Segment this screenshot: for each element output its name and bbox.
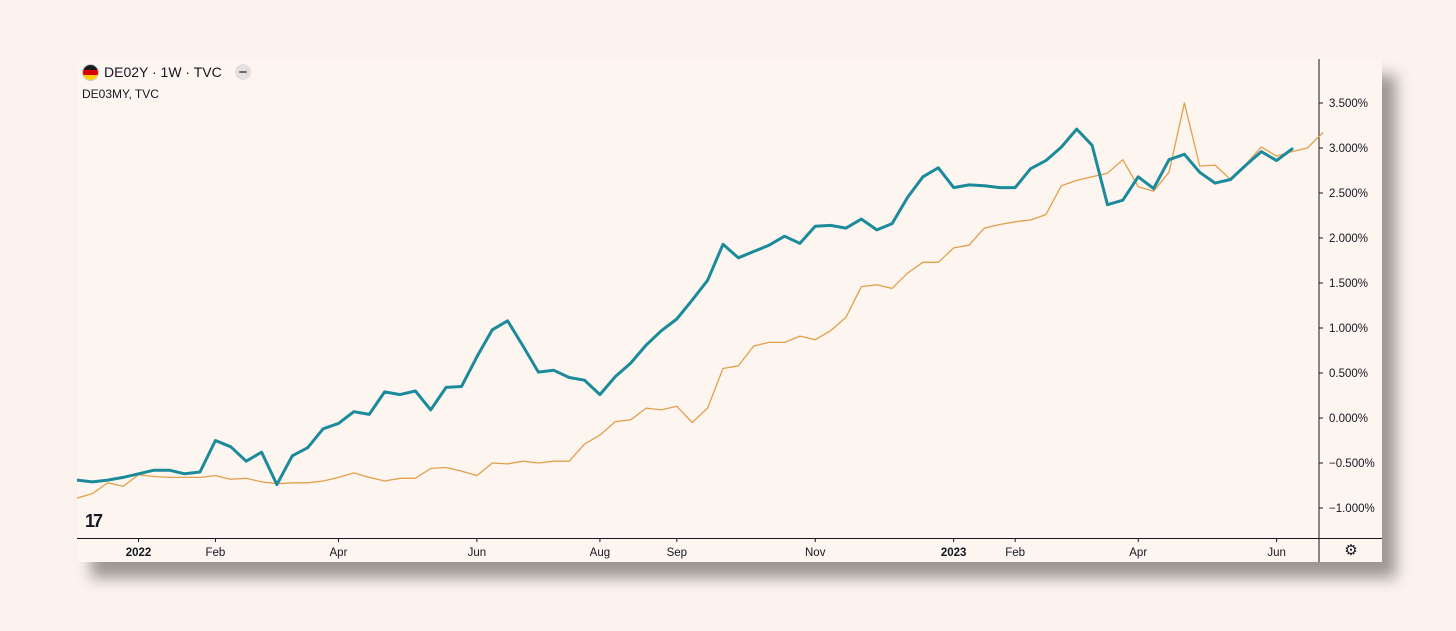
secondary-series-label[interactable]: DE03MY, TVC xyxy=(82,87,159,101)
series-line-de03my xyxy=(77,102,1324,499)
x-tick-label: Apr xyxy=(1129,547,1147,559)
x-tick-label: 2022 xyxy=(126,547,152,559)
y-tick-label: 2.000% xyxy=(1329,233,1368,245)
gear-icon[interactable]: ⚙ xyxy=(1344,542,1358,559)
x-tick-label: Jun xyxy=(468,547,487,559)
x-tick-label: Sep xyxy=(667,547,687,559)
x-tick-label: 2023 xyxy=(941,547,967,559)
y-tick-label: −0.500% xyxy=(1329,458,1375,470)
x-tick-label: Jun xyxy=(1267,547,1286,559)
chart-card: 3.500% 3.000% 2.500% 2.000% 1.500% 1.000% 0.50… xyxy=(77,59,1382,562)
y-tick-label: −1.000% xyxy=(1329,503,1375,515)
y-tick-label: 0.500% xyxy=(1329,368,1368,380)
x-tick-label: Feb xyxy=(1005,547,1025,559)
collapse-legend-button[interactable] xyxy=(234,64,251,80)
y-tick-label: 2.500% xyxy=(1329,188,1368,200)
y-tick-label: 3.500% xyxy=(1329,98,1368,110)
x-tick-label: Nov xyxy=(805,547,826,559)
x-tick-label: Apr xyxy=(330,547,348,559)
x-tick-label: Aug xyxy=(590,547,610,559)
germany-flag-icon xyxy=(82,63,99,81)
x-tick-label: Feb xyxy=(206,547,226,559)
series-line-de02y xyxy=(77,127,1294,487)
tradingview-logo[interactable]: 17 xyxy=(85,511,103,531)
y-tick-label: 1.000% xyxy=(1329,323,1368,335)
primary-series-label[interactable]: DE02Y · 1W · TVC xyxy=(104,64,222,80)
y-tick-label: 1.500% xyxy=(1329,278,1368,290)
y-tick-label: 3.000% xyxy=(1329,143,1368,155)
chart-svg: 3.500% 3.000% 2.500% 2.000% 1.500% 1.000% 0.50… xyxy=(77,59,1382,562)
y-tick-label: 0.000% xyxy=(1329,413,1368,425)
legend: DE02Y · 1W · TVC DE03MY, TVC xyxy=(82,63,251,101)
